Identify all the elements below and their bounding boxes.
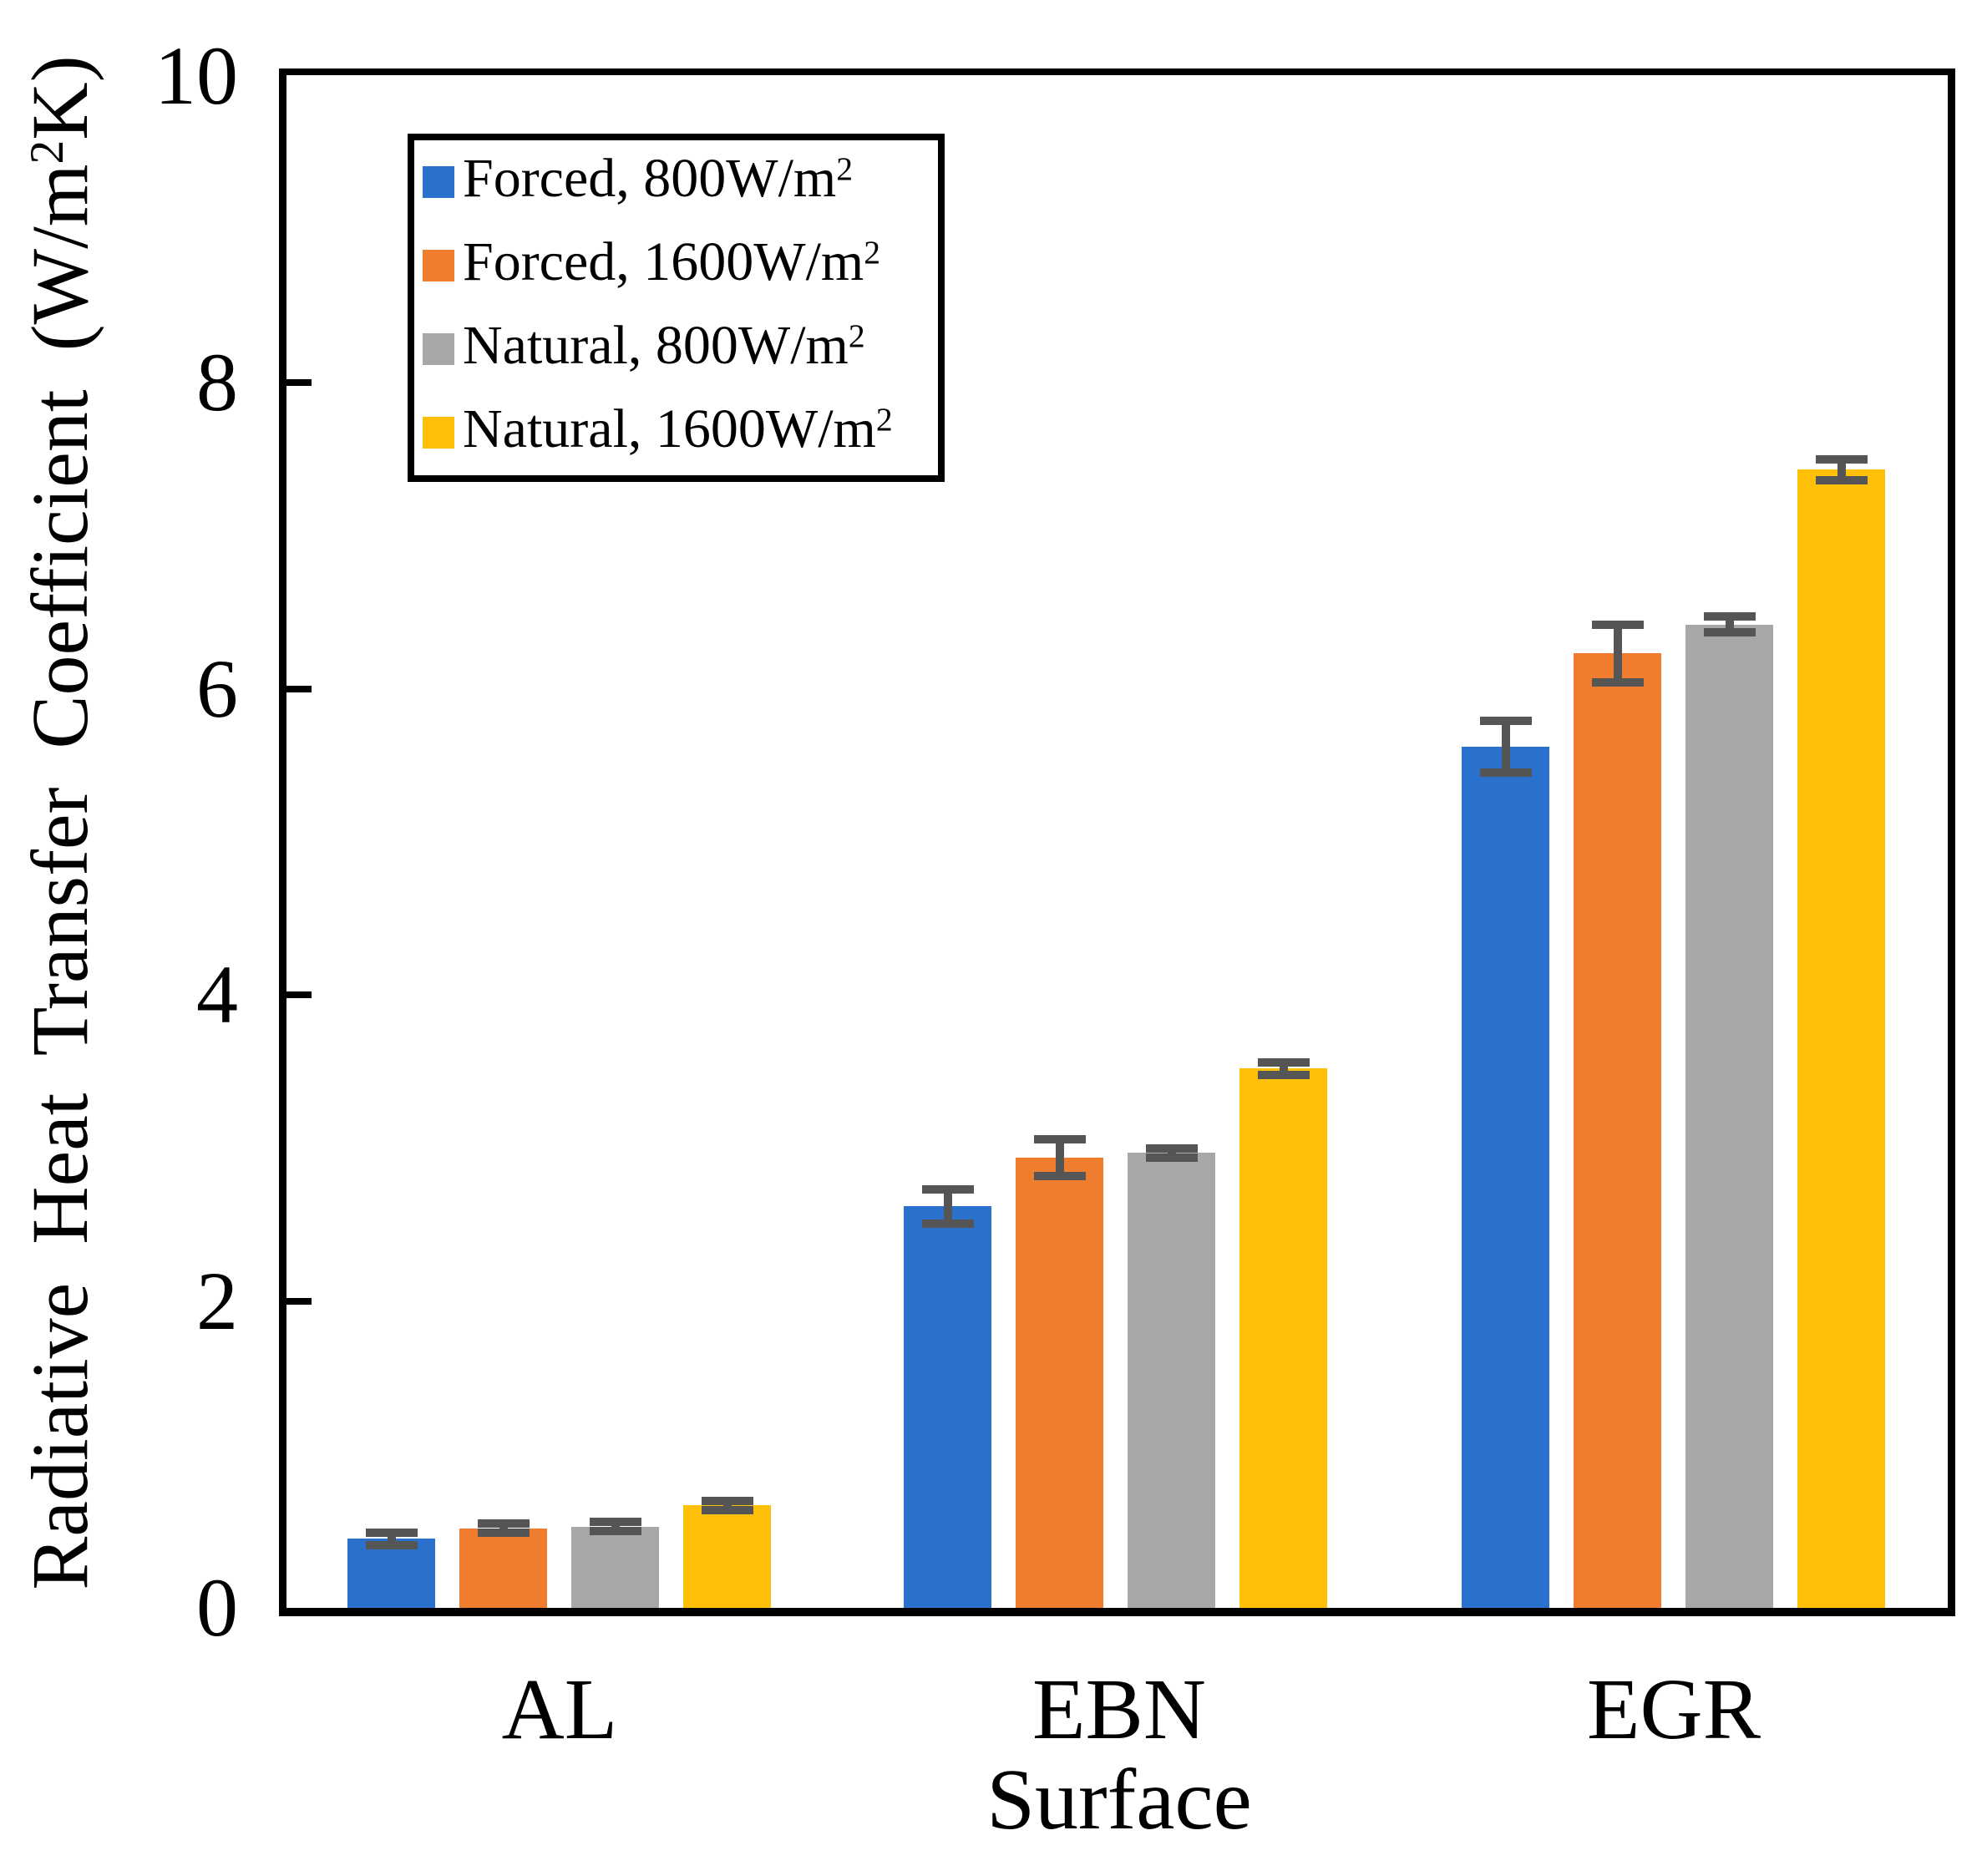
y-tick-mark-2 (286, 1298, 312, 1305)
error-cap-bottom-al-series3 (701, 1505, 753, 1514)
legend-item-forced-1600: Forced, 1600W/m2 (423, 224, 932, 307)
x-category-label-egr: EGR (1587, 1661, 1761, 1757)
error-cap-top-egr-series1 (1591, 620, 1644, 629)
error-bar-egr-series3 (1837, 459, 1846, 481)
bar-al-series0 (347, 1539, 435, 1608)
y-tick-mark-8 (286, 379, 312, 386)
error-bar-ebn-series0 (943, 1189, 952, 1224)
bar-al-series3 (683, 1505, 771, 1608)
legend-label: Forced, 800W/m2 (463, 148, 854, 209)
error-bar-al-series2 (611, 1522, 620, 1532)
error-bar-ebn-series2 (1167, 1148, 1176, 1158)
y-tick-mark-6 (286, 686, 312, 692)
error-cap-top-egr-series2 (1703, 612, 1756, 621)
legend-swatch-blue (423, 166, 454, 198)
error-cap-bottom-al-series2 (589, 1527, 641, 1536)
error-cap-top-ebn-series1 (1033, 1134, 1086, 1143)
error-bar-egr-series2 (1725, 616, 1734, 632)
error-bar-al-series1 (499, 1524, 508, 1534)
y-tick-label-8: 8 (196, 336, 238, 428)
bar-egr-series3 (1797, 469, 1885, 1608)
error-bar-egr-series1 (1613, 624, 1622, 683)
plot-frame-top (279, 68, 1955, 75)
y-tick-label-6: 6 (196, 642, 238, 735)
y-tick-label-4: 4 (196, 948, 238, 1041)
error-cap-bottom-egr-series2 (1703, 627, 1756, 636)
error-bar-al-series3 (722, 1500, 732, 1510)
x-axis-line (279, 1608, 1955, 1616)
error-bar-ebn-series3 (1279, 1062, 1288, 1075)
error-cap-top-al-series2 (589, 1518, 641, 1527)
error-cap-bottom-ebn-series2 (1145, 1153, 1198, 1162)
error-bar-ebn-series1 (1055, 1138, 1064, 1176)
y-axis-title-superscript: 2 (21, 139, 74, 165)
x-category-label-ebn: EBN (1032, 1661, 1206, 1757)
error-cap-bottom-ebn-series0 (921, 1219, 974, 1228)
bar-egr-series1 (1574, 653, 1661, 1608)
legend-box: Forced, 800W/m2 Forced, 1600W/m2 Natural… (408, 134, 945, 482)
x-axis-title: Surface (986, 1752, 1252, 1848)
y-tick-label-2: 2 (196, 1255, 238, 1347)
y-axis-title: Radiative Heat Transfer Coefficient (W/m… (10, 29, 110, 1616)
error-cap-bottom-ebn-series3 (1257, 1070, 1310, 1079)
error-cap-top-al-series0 (365, 1529, 418, 1538)
y-tick-mark-4 (286, 991, 312, 998)
error-cap-top-ebn-series0 (921, 1185, 974, 1194)
bar-egr-series2 (1685, 624, 1773, 1608)
x-category-label-al: AL (501, 1661, 618, 1757)
error-cap-top-al-series1 (477, 1519, 530, 1529)
bar-ebn-series3 (1239, 1068, 1327, 1608)
error-cap-top-egr-series0 (1479, 717, 1532, 726)
y-axis-line (279, 68, 286, 1615)
error-cap-top-egr-series3 (1815, 454, 1868, 464)
error-cap-bottom-egr-series3 (1815, 476, 1868, 485)
legend-label: Natural, 1600W/m2 (463, 398, 893, 459)
bar-ebn-series1 (1016, 1157, 1103, 1608)
error-bar-al-series0 (387, 1533, 396, 1545)
legend-swatch-orange (423, 250, 454, 281)
error-cap-top-ebn-series2 (1145, 1143, 1198, 1153)
y-tick-label-0: 0 (196, 1561, 238, 1654)
error-cap-bottom-al-series1 (477, 1529, 530, 1538)
error-cap-bottom-al-series0 (365, 1540, 418, 1549)
error-cap-bottom-egr-series0 (1479, 768, 1532, 778)
bar-al-series2 (571, 1526, 659, 1608)
legend-swatch-yellow (423, 417, 454, 449)
legend-item-natural-800: Natural, 800W/m2 (423, 307, 932, 391)
error-cap-top-al-series3 (701, 1496, 753, 1505)
error-cap-bottom-ebn-series1 (1033, 1171, 1086, 1180)
bar-al-series1 (459, 1528, 547, 1608)
legend-label: Forced, 1600W/m2 (463, 231, 881, 292)
error-cap-bottom-egr-series1 (1591, 678, 1644, 687)
legend-item-forced-800: Forced, 800W/m2 (423, 140, 932, 224)
legend-swatch-gray (423, 333, 454, 365)
y-tick-label-10: 10 (155, 29, 238, 122)
legend-label: Natural, 800W/m2 (463, 315, 865, 376)
bar-ebn-series0 (904, 1206, 991, 1608)
bar-ebn-series2 (1128, 1153, 1215, 1608)
bar-egr-series0 (1462, 747, 1549, 1608)
plot-frame-right (1948, 68, 1955, 1615)
legend-item-natural-1600: Natural, 1600W/m2 (423, 391, 932, 474)
error-bar-egr-series0 (1501, 721, 1510, 773)
error-cap-top-ebn-series3 (1257, 1058, 1310, 1067)
